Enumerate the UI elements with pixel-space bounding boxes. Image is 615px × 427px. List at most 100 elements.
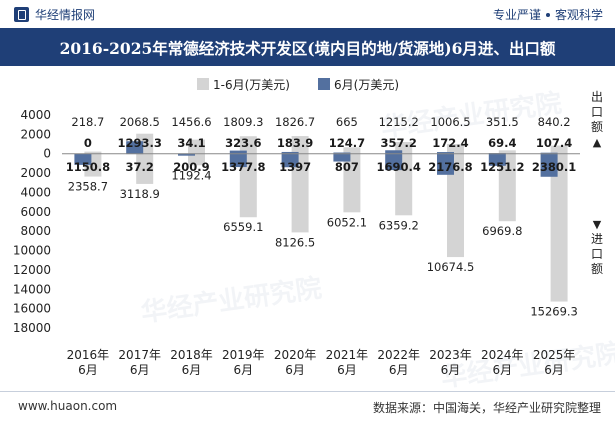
brand-logo-icon bbox=[14, 7, 29, 22]
x-tick-label: 2020年 bbox=[274, 348, 317, 362]
data-label-monthly-export: 69.4 bbox=[488, 136, 516, 150]
y-tick-label: 2000 bbox=[20, 166, 51, 180]
data-label-monthly-export: 172.4 bbox=[432, 136, 468, 150]
x-tick-label: 2018年 bbox=[170, 348, 213, 362]
x-tick-label: 2022年 bbox=[377, 348, 420, 362]
data-label-monthly-import: 2176.8 bbox=[428, 160, 472, 174]
bar-monthly bbox=[540, 152, 558, 177]
bar-monthly bbox=[385, 150, 403, 171]
data-label-monthly-export: 0 bbox=[84, 136, 92, 150]
y-tick-label: 0 bbox=[43, 147, 51, 161]
data-label-monthly-export: 124.7 bbox=[329, 136, 365, 150]
x-tick-label: 2019年 bbox=[222, 348, 265, 362]
brand-name: 华经情报网 bbox=[35, 8, 96, 22]
export-side-char: 口 bbox=[590, 105, 603, 119]
x-tick-label: 2025年 bbox=[533, 348, 576, 362]
slogan-right: 客观科学 bbox=[554, 8, 603, 22]
data-label-monthly-import: 1397 bbox=[279, 160, 311, 174]
bar-monthly bbox=[437, 152, 454, 175]
y-tick-label: 14000 bbox=[13, 282, 51, 296]
x-tick-label: 6月 bbox=[544, 363, 564, 377]
dot-icon bbox=[545, 12, 550, 17]
top-bar: 华经情报网 专业严谨 客观科学 bbox=[0, 0, 615, 28]
x-tick-label: 6月 bbox=[441, 363, 461, 377]
title-bar: 2016-2025年常德经济技术开发区(境内目的地/货源地)6月进、出口额 bbox=[0, 28, 615, 66]
bar-cumulative bbox=[291, 136, 309, 233]
legend-label-cumulative: 1-6月(万美元) bbox=[213, 78, 290, 92]
data-label-monthly-export: 357.2 bbox=[381, 136, 417, 150]
data-label-cumulative-import: 6559.1 bbox=[223, 220, 263, 234]
data-label-monthly-import: 1251.2 bbox=[480, 160, 524, 174]
data-label-cumulative-export: 1456.6 bbox=[171, 115, 211, 129]
y-tick-label: 4000 bbox=[20, 108, 51, 122]
x-tick-label: 2017年 bbox=[118, 348, 161, 362]
bar-monthly bbox=[281, 151, 299, 168]
footer-website[interactable]: www.huaon.com bbox=[18, 399, 118, 413]
import-side-label: ▼ 进 口 额 bbox=[589, 217, 605, 277]
bar-cumulative bbox=[498, 150, 516, 222]
data-label-cumulative-export: 1006.5 bbox=[430, 115, 470, 129]
chart-title: 2016-2025年常德经济技术开发区(境内目的地/货源地)6月进、出口额 bbox=[59, 39, 556, 58]
brand[interactable]: 华经情报网 bbox=[14, 6, 95, 23]
y-tick-label: 10000 bbox=[13, 244, 51, 258]
y-tick-label: 6000 bbox=[20, 205, 51, 219]
y-tick-label: 4000 bbox=[20, 185, 51, 199]
slogan: 专业严谨 客观科学 bbox=[493, 6, 603, 23]
data-label-cumulative-export: 351.5 bbox=[486, 115, 519, 129]
up-triangle-icon: ▲ bbox=[592, 136, 602, 149]
data-label-monthly-export: 183.9 bbox=[277, 136, 313, 150]
bar-monthly bbox=[74, 153, 92, 165]
x-tick-label: 2024年 bbox=[481, 348, 524, 362]
bar-cumulative bbox=[188, 139, 205, 166]
x-tick-label: 6月 bbox=[130, 363, 150, 377]
export-side-char: 出 bbox=[590, 90, 603, 104]
bar-monthly bbox=[126, 141, 144, 155]
y-tick-label: 12000 bbox=[13, 263, 51, 277]
data-label-monthly-import: 37.2 bbox=[126, 160, 154, 174]
x-tick-label: 2021年 bbox=[326, 348, 369, 362]
import-side-char: 进 bbox=[590, 232, 603, 246]
data-label-cumulative-export: 218.7 bbox=[71, 115, 104, 129]
data-label-monthly-export: 107.4 bbox=[536, 136, 572, 150]
data-label-monthly-export: 34.1 bbox=[177, 136, 205, 150]
data-label-monthly-import: 1690.4 bbox=[377, 160, 421, 174]
x-tick-label: 2016年 bbox=[67, 348, 110, 362]
bar-monthly bbox=[333, 152, 351, 162]
footer-divider bbox=[0, 391, 615, 392]
import-side-char: 口 bbox=[590, 247, 603, 261]
data-label-monthly-import: 807 bbox=[335, 160, 359, 174]
data-label-cumulative-export: 840.2 bbox=[538, 115, 571, 129]
data-label-cumulative-import: 2358.7 bbox=[68, 180, 108, 194]
bar-cumulative bbox=[343, 147, 361, 213]
data-label-monthly-import: 1377.8 bbox=[221, 160, 265, 174]
data-label-monthly-export: 323.6 bbox=[225, 136, 261, 150]
data-label-cumulative-import: 8126.5 bbox=[275, 235, 315, 249]
bar-monthly bbox=[488, 153, 506, 166]
data-label-cumulative-export: 2068.5 bbox=[120, 115, 160, 129]
legend-label-monthly: 6月(万美元) bbox=[334, 78, 399, 92]
data-label-cumulative-import: 15269.3 bbox=[530, 305, 578, 319]
data-label-cumulative-export: 1809.3 bbox=[223, 115, 263, 129]
data-label-monthly-export: 1293.3 bbox=[118, 136, 162, 150]
data-label-cumulative-export: 1826.7 bbox=[275, 115, 315, 129]
data-label-monthly-import: 1150.8 bbox=[66, 160, 110, 174]
y-tick-label: 18000 bbox=[13, 321, 51, 335]
data-label-cumulative-import: 6359.2 bbox=[379, 218, 419, 232]
x-tick-label: 6月 bbox=[492, 363, 512, 377]
legend-swatch-cumulative bbox=[197, 78, 209, 90]
import-side-char: 额 bbox=[590, 262, 603, 276]
bar-monthly bbox=[178, 153, 195, 156]
footer-source: 数据来源：中国海关，华经产业研究院整理 bbox=[372, 401, 601, 415]
data-label-cumulative-import: 6052.1 bbox=[327, 215, 367, 229]
x-tick-label: 6月 bbox=[285, 363, 305, 377]
x-tick-label: 2023年 bbox=[429, 348, 472, 362]
export-side-char: 额 bbox=[590, 120, 603, 134]
data-label-cumulative-import: 6969.8 bbox=[482, 224, 522, 238]
data-label-cumulative-import: 1192.4 bbox=[171, 168, 211, 182]
data-label-monthly-import: 2380.1 bbox=[532, 160, 576, 174]
export-side-label: 出 口 额 ▲ bbox=[589, 90, 605, 150]
x-tick-label: 6月 bbox=[389, 363, 409, 377]
x-tick-label: 6月 bbox=[337, 363, 357, 377]
slogan-left: 专业严谨 bbox=[492, 8, 541, 22]
